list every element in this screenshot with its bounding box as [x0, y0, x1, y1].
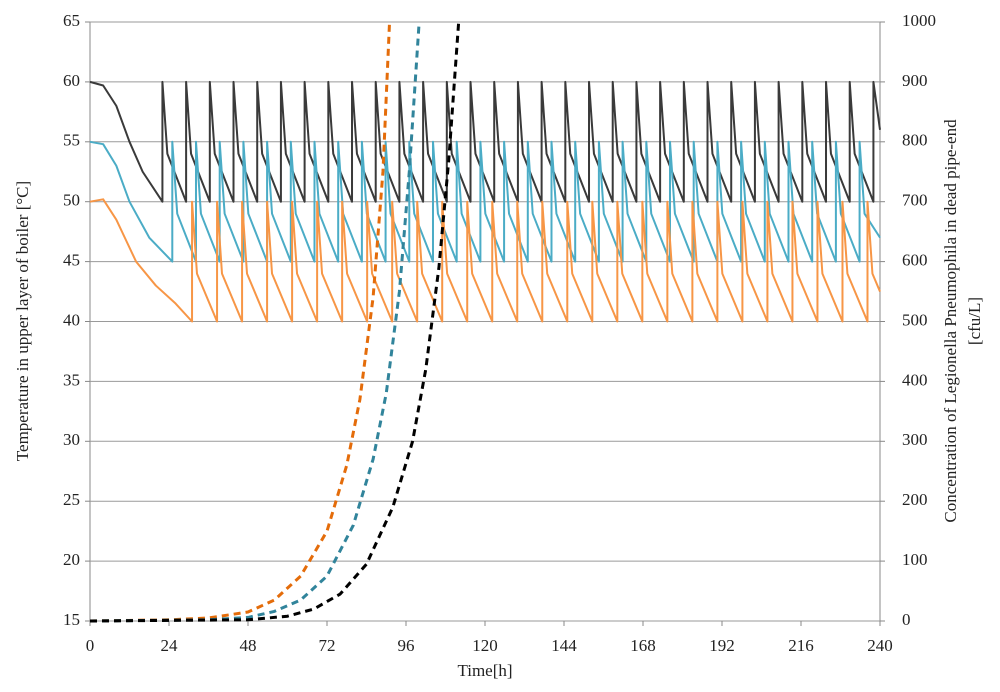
x-tick-label: 120	[472, 636, 498, 655]
y2-tick-label: 300	[902, 430, 928, 449]
y-tick-label: 30	[63, 430, 80, 449]
y-tick-label: 25	[63, 490, 80, 509]
y2-tick-label: 1000	[902, 11, 936, 30]
y2-tick-label: 700	[902, 191, 928, 210]
y2-tick-label: 100	[902, 550, 928, 569]
series-line	[89, 21, 392, 623]
series-line	[89, 21, 421, 623]
y-tick-label: 40	[63, 310, 80, 329]
y2-tick-label: 600	[902, 251, 928, 270]
x-tick-label: 240	[867, 636, 893, 655]
y2-axis-label: [cfu/L]	[965, 297, 984, 345]
y2-tick-label: 200	[902, 490, 928, 509]
series-line	[89, 21, 461, 623]
x-tick-label: 216	[788, 636, 814, 655]
y2-axis-label: Concentration of Legionella Pneumophila …	[941, 119, 960, 523]
y2-tick-label: 500	[902, 310, 928, 329]
y2-tick-label: 900	[902, 71, 928, 90]
x-tick-label: 24	[161, 636, 179, 655]
series-line	[89, 198, 881, 323]
x-tick-label: 0	[86, 636, 95, 655]
y-tick-label: 65	[63, 11, 80, 30]
y-tick-label: 60	[63, 71, 80, 90]
y-tick-label: 55	[63, 131, 80, 150]
x-tick-label: 48	[240, 636, 257, 655]
x-tick-label: 168	[630, 636, 656, 655]
y-tick-label: 35	[63, 370, 80, 389]
y2-tick-label: 0	[902, 610, 911, 629]
y2-tick-label: 800	[902, 131, 928, 150]
series-line	[89, 80, 881, 203]
x-tick-label: 192	[709, 636, 735, 655]
y-tick-label: 15	[63, 610, 80, 629]
y-tick-label: 20	[63, 550, 80, 569]
y-tick-label: 45	[63, 251, 80, 270]
x-tick-label: 72	[319, 636, 336, 655]
series-line	[89, 140, 881, 263]
y-tick-label: 50	[63, 191, 80, 210]
x-tick-label: 144	[551, 636, 577, 655]
x-tick-label: 96	[398, 636, 415, 655]
x-axis-label: Time[h]	[457, 661, 512, 680]
y2-tick-label: 400	[902, 370, 928, 389]
y-axis-label: Temperature in upper layer of boiler [°C…	[13, 181, 32, 461]
